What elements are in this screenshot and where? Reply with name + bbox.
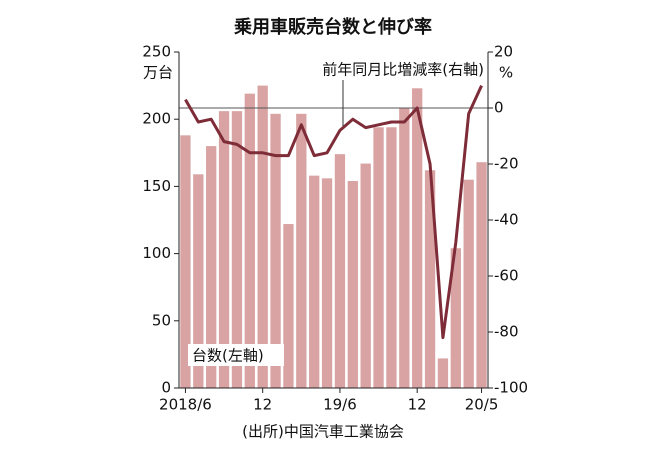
bar [296,113,307,388]
x-tick-label: 20/5 [465,396,499,414]
chart-title: 乗用車販売台数と伸び率 [234,16,432,38]
y2-tick-label: -60 [494,267,519,285]
y-tick-label: 200 [142,110,171,128]
y-tick-label: 150 [142,177,171,195]
bar [476,162,487,388]
bar [309,175,320,388]
y2-tick-label: -100 [494,379,528,397]
y-unit: 万台 [143,64,173,82]
bar [244,93,255,388]
x-tick-label: 12 [253,396,272,414]
bar [206,146,217,388]
bar [412,88,423,389]
bar [373,127,384,388]
bar [257,85,268,388]
bar [193,174,204,388]
y-tick-label: 250 [142,43,171,61]
bar [386,127,397,388]
series-label: 台数(左軸) [192,347,264,365]
series-label: 前年同月比増減率(右軸) [322,61,484,79]
y-tick-label: 0 [161,379,171,397]
bar [347,181,358,388]
bar [180,135,191,388]
bar [450,248,461,388]
y2-tick-label: 20 [494,43,513,61]
y2-tick-label: 0 [494,99,504,117]
bar [463,179,474,388]
bar [270,113,281,388]
y-tick-label: 50 [152,311,171,329]
bar [399,108,410,388]
bar [360,163,371,388]
x-tick-label: 19/6 [323,396,357,414]
bar [424,170,436,388]
bar [283,224,294,388]
bar [218,111,230,389]
y2-unit: % [499,64,513,82]
x-tick-label: 12 [408,396,427,414]
label-bg [188,344,284,366]
line [184,84,483,340]
x-tick-label: 2018/6 [159,396,212,414]
bar [334,154,346,388]
y2-tick-label: -80 [494,323,519,341]
bar [321,178,333,388]
bar [231,111,243,389]
y2-tick-label: -20 [494,155,519,173]
source: (出所)中国汽車工業協会 [242,423,404,441]
y2-tick-label: -40 [494,211,519,229]
y-tick-label: 100 [142,244,171,262]
bar [437,358,449,388]
